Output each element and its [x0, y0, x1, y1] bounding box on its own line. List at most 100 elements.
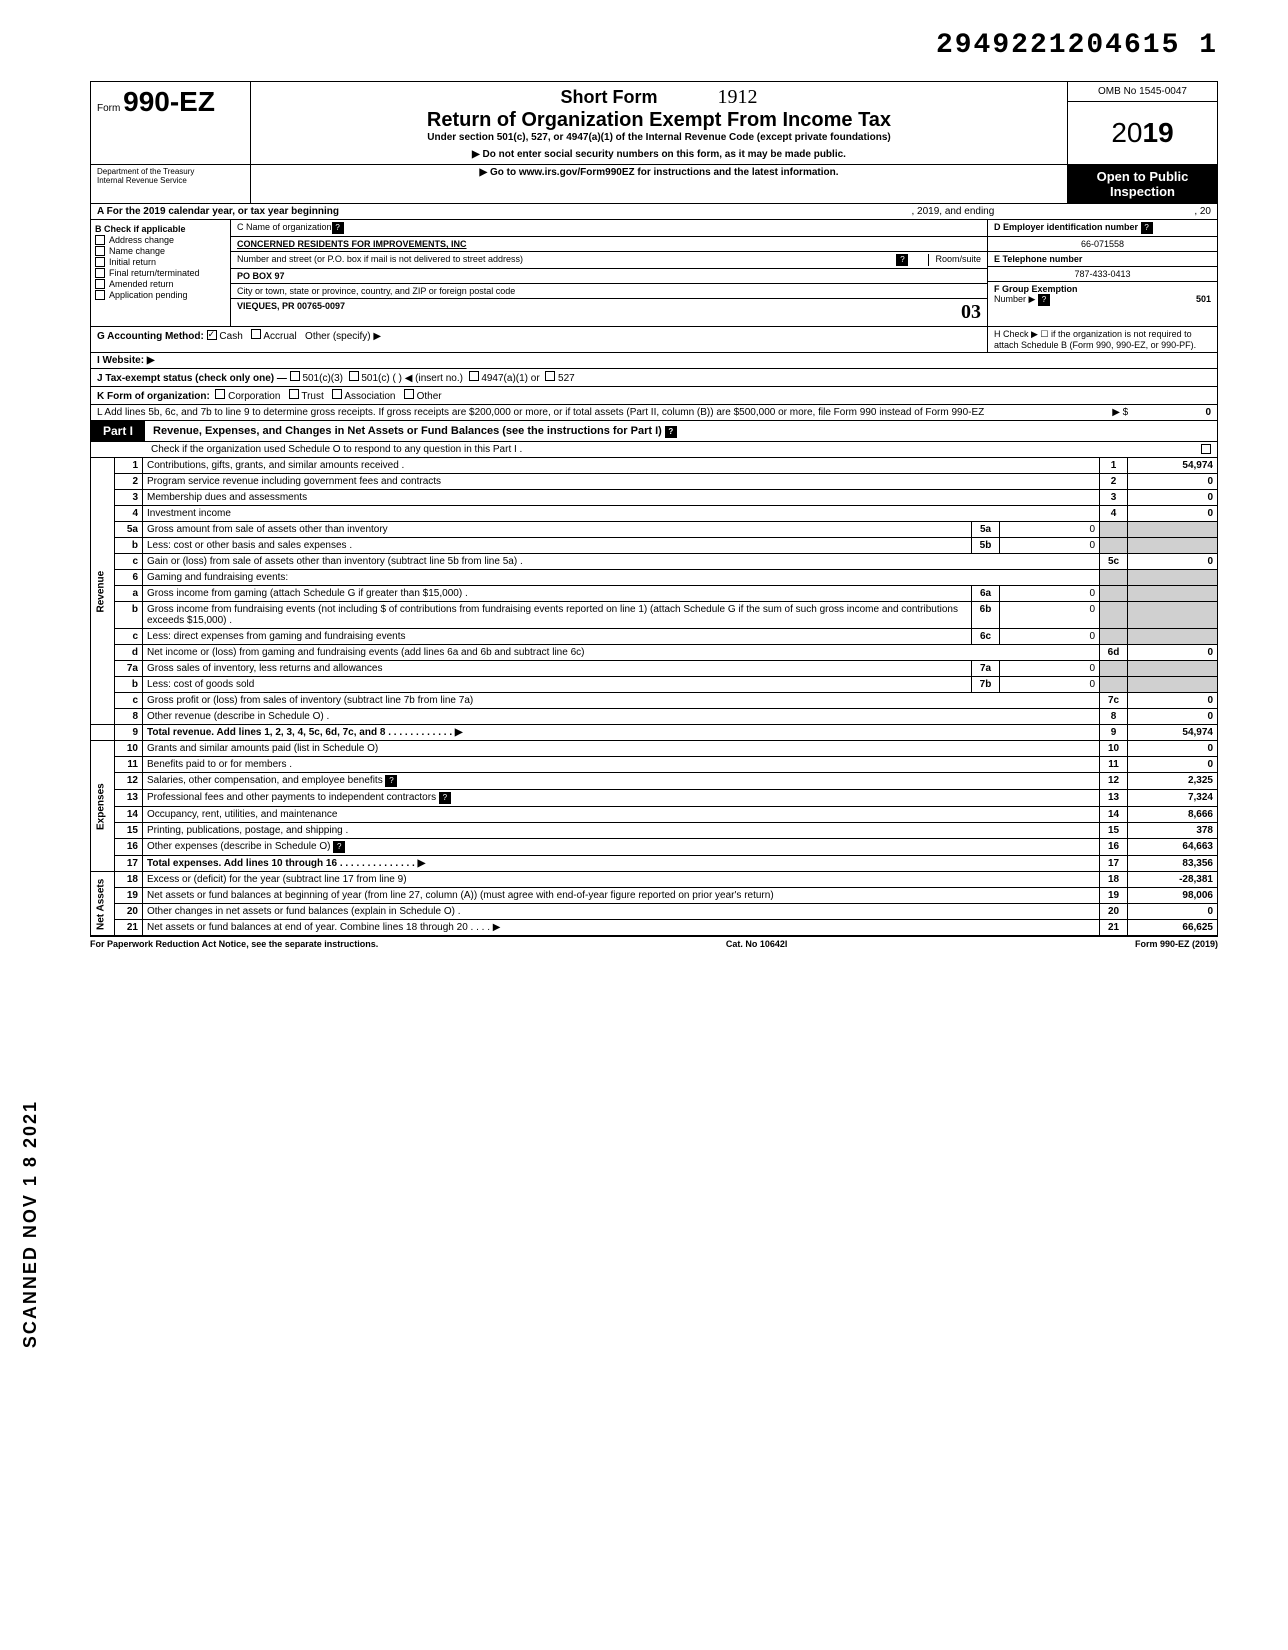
rnum: 7c — [1100, 693, 1128, 709]
table-row: b Less: cost of goods sold 7b 0 — [91, 677, 1218, 693]
chk-other-org[interactable] — [404, 389, 414, 399]
lnum: 5a — [115, 522, 143, 538]
table-row: b Less: cost or other basis and sales ex… — [91, 538, 1218, 554]
lnum: 3 — [115, 490, 143, 506]
rnum: 21 — [1100, 920, 1128, 936]
footer-mid: Cat. No 10642I — [726, 939, 788, 949]
hand-year: 1912 — [718, 86, 758, 109]
ldesc: Other revenue (describe in Schedule O) . — [143, 709, 1100, 725]
j-o3: 4947(a)(1) or — [481, 373, 539, 384]
lnum: 8 — [115, 709, 143, 725]
arrow-note-1: ▶ Do not enter social security numbers o… — [257, 149, 1061, 160]
lnum: c — [115, 629, 143, 645]
shade — [1100, 629, 1128, 645]
help-icon[interactable]: ? — [1141, 222, 1153, 234]
ldesc: Grants and similar amounts paid (list in… — [143, 741, 1100, 757]
row-j: J Tax-exempt status (check only one) — 5… — [90, 369, 1218, 387]
ldesc: Occupancy, rent, utilities, and maintena… — [143, 807, 1100, 823]
ldesc: Less: cost of goods sold — [143, 677, 972, 693]
help-icon[interactable]: ? — [896, 254, 908, 266]
k-o4: Other — [417, 391, 442, 402]
help-icon[interactable]: ? — [1038, 294, 1050, 306]
rval: 0 — [1128, 904, 1218, 920]
lnum: 4 — [115, 506, 143, 522]
side-netassets: Net Assets — [91, 872, 115, 936]
org-street: PO BOX 97 — [231, 269, 987, 284]
chk-accrual[interactable] — [251, 329, 261, 339]
lnum: b — [115, 602, 143, 629]
rnum: 14 — [1100, 807, 1128, 823]
table-row: Net Assets 18 Excess or (deficit) for th… — [91, 872, 1218, 888]
help-icon[interactable]: ? — [333, 841, 345, 853]
cash-label: Cash — [219, 331, 242, 342]
chk-527[interactable] — [545, 371, 555, 381]
rnum: 6d — [1100, 645, 1128, 661]
chk-trust[interactable] — [289, 389, 299, 399]
chk-cash[interactable] — [207, 330, 217, 340]
lnum: 21 — [115, 920, 143, 936]
rval: 54,974 — [1128, 725, 1218, 741]
rval: 83,356 — [1128, 856, 1218, 872]
lnum: a — [115, 586, 143, 602]
shade — [1128, 629, 1218, 645]
help-icon[interactable]: ? — [385, 775, 397, 787]
table-row: 9 Total revenue. Add lines 1, 2, 3, 4, 5… — [91, 725, 1218, 741]
rval: 7,324 — [1128, 790, 1218, 807]
chk-address[interactable] — [95, 235, 105, 245]
accrual-label: Accrual — [263, 331, 296, 342]
lnum: 19 — [115, 888, 143, 904]
chk-name[interactable] — [95, 246, 105, 256]
hand-suffix: 03 — [961, 301, 981, 324]
subval: 0 — [1000, 538, 1100, 554]
help-icon[interactable]: ? — [665, 426, 677, 438]
help-icon[interactable]: ? — [439, 792, 451, 804]
help-icon[interactable]: ? — [332, 222, 344, 234]
chk-501c3[interactable] — [290, 371, 300, 381]
chk-pending[interactable] — [95, 290, 105, 300]
lnum: 1 — [115, 458, 143, 474]
col-c: C Name of organization ? CONCERNED RESID… — [231, 220, 987, 326]
row-g: G Accounting Method: Cash Accrual Other … — [90, 327, 1218, 353]
chk-assoc[interactable] — [332, 389, 342, 399]
omb-number: OMB No 1545-0047 — [1068, 82, 1217, 102]
footer-right: Form 990-EZ (2019) — [1135, 939, 1218, 949]
dept-row: Department of the Treasury Internal Reve… — [90, 165, 1218, 204]
chk-initial-label: Initial return — [109, 257, 156, 267]
subval: 0 — [1000, 522, 1100, 538]
lnum: 16 — [115, 839, 143, 856]
k-o2: Trust — [301, 391, 323, 402]
l-val: 0 — [1131, 407, 1211, 418]
table-row: Revenue 1 Contributions, gifts, grants, … — [91, 458, 1218, 474]
rval: 64,663 — [1128, 839, 1218, 856]
ldesc: Gross amount from sale of assets other t… — [143, 522, 972, 538]
rval: 0 — [1128, 757, 1218, 773]
lnum: 15 — [115, 823, 143, 839]
subval: 0 — [1000, 586, 1100, 602]
chk-final[interactable] — [95, 268, 105, 278]
shade — [1128, 586, 1218, 602]
org-city: VIEQUES, PR 00765-0097 — [237, 301, 345, 324]
chk-corp[interactable] — [215, 389, 225, 399]
rnum: 15 — [1100, 823, 1128, 839]
table-row: 4 Investment income 4 0 — [91, 506, 1218, 522]
rnum: 11 — [1100, 757, 1128, 773]
chk-amended[interactable] — [95, 279, 105, 289]
footer: For Paperwork Reduction Act Notice, see … — [90, 936, 1218, 951]
table-row: 14 Occupancy, rent, utilities, and maint… — [91, 807, 1218, 823]
table-row: c Less: direct expenses from gaming and … — [91, 629, 1218, 645]
c-name-label: C Name of organization — [237, 222, 332, 234]
row-a-label: A For the 2019 calendar year, or tax yea… — [97, 206, 339, 217]
rnum: 3 — [1100, 490, 1128, 506]
chk-4947[interactable] — [469, 371, 479, 381]
table-row: Expenses 10 Grants and similar amounts p… — [91, 741, 1218, 757]
chk-part1-scho[interactable] — [1201, 444, 1211, 454]
shade — [1100, 586, 1128, 602]
table-row: d Net income or (loss) from gaming and f… — [91, 645, 1218, 661]
c-room-label: Room/suite — [928, 254, 981, 266]
chk-initial[interactable] — [95, 257, 105, 267]
ldesc: Total expenses. Add lines 10 through 16 … — [147, 858, 425, 869]
lnum: b — [115, 538, 143, 554]
omb-cell: OMB No 1545-0047 2019 — [1067, 82, 1217, 164]
form-label-cell: Form 990-EZ — [91, 82, 251, 164]
chk-501c[interactable] — [349, 371, 359, 381]
